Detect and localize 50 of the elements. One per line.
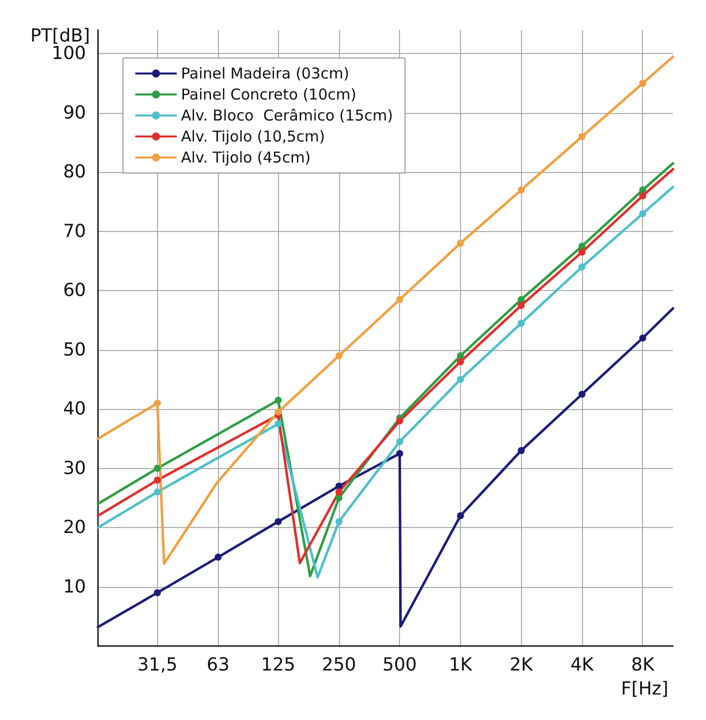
- x-axis-title: F[Hz]: [621, 678, 668, 700]
- x-tick-label: 31,5: [137, 654, 178, 676]
- point: [335, 518, 342, 526]
- legend-label: Painel Madeira (03cm): [181, 64, 350, 82]
- y-tick-label: 40: [63, 398, 86, 420]
- x-tick-label: 63: [206, 654, 230, 676]
- point: [274, 518, 282, 526]
- point: [639, 210, 646, 218]
- point: [154, 400, 161, 407]
- point: [396, 450, 404, 457]
- point: [578, 248, 586, 256]
- x-tick-label: 125: [261, 654, 296, 676]
- point: [335, 494, 342, 502]
- point: [639, 186, 646, 194]
- point: [154, 476, 161, 484]
- y-tick-label: 20: [63, 517, 86, 538]
- x-tick-label: 500: [382, 654, 417, 676]
- legend-label: Alv. Tijolo (45cm): [181, 148, 311, 166]
- point: [456, 376, 464, 383]
- y-tick-label: 60: [63, 280, 86, 302]
- y-tick-label: 30: [63, 458, 86, 479]
- point: [396, 417, 404, 424]
- x-tick-label: 8K: [631, 654, 656, 676]
- x-tick-label: 1K: [448, 654, 474, 676]
- legend-label: Painel Concreto (10cm): [181, 86, 356, 104]
- legend-label: Alv. Bloco Cerâmico (15cm): [181, 106, 393, 124]
- point: [578, 263, 586, 270]
- point: [335, 482, 342, 490]
- point: [518, 320, 525, 327]
- x-tick-label: 2K: [510, 654, 534, 676]
- point: [214, 554, 222, 561]
- point: [154, 464, 161, 472]
- y-tick-label: 70: [63, 220, 86, 242]
- y-tick-label: 80: [63, 162, 86, 183]
- y-tick-label: 90: [63, 102, 86, 124]
- y-tick-label: 10: [63, 576, 86, 598]
- point: [396, 438, 404, 446]
- point: [456, 352, 464, 360]
- legend-label: Alv. Tijolo (10,5cm): [181, 128, 325, 146]
- point: [518, 302, 525, 309]
- point: [518, 296, 525, 303]
- point: [335, 488, 342, 496]
- point: [639, 192, 646, 200]
- x-tick-label: 4K: [570, 654, 595, 676]
- x-tick-label: 250: [322, 654, 356, 676]
- point: [456, 358, 464, 366]
- point: [154, 589, 161, 596]
- point: [154, 488, 161, 496]
- point: [578, 242, 586, 250]
- y-tick-label: 50: [63, 339, 86, 360]
